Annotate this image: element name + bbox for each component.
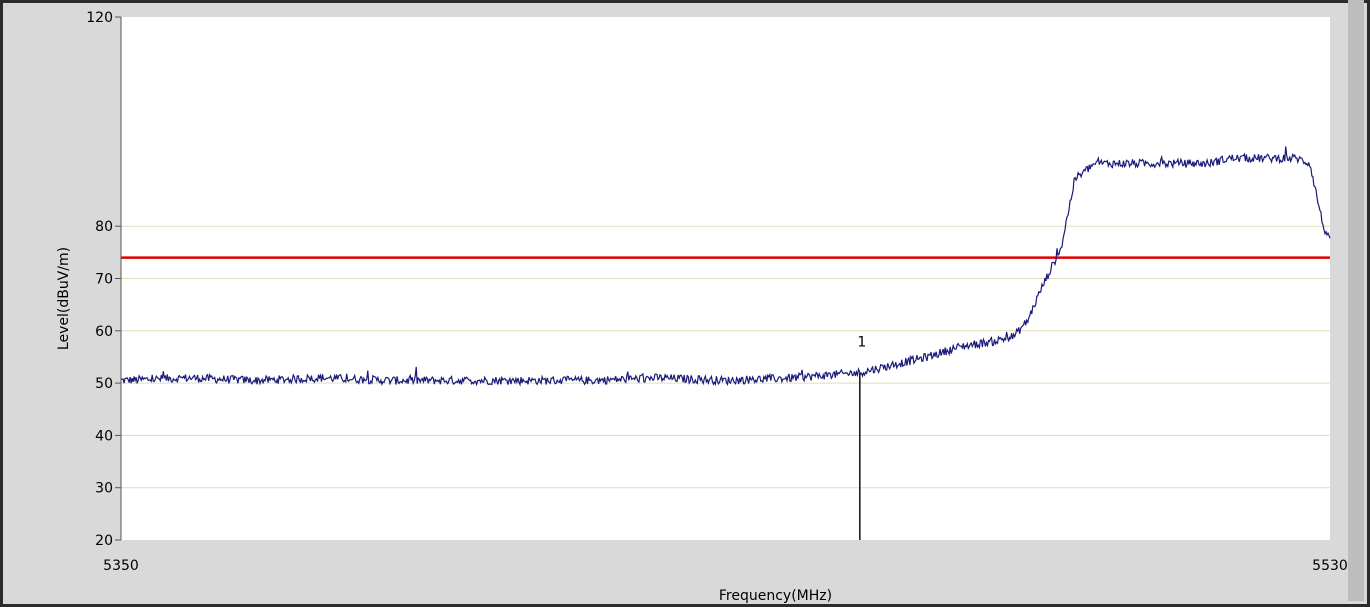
marker-label: 1: [857, 335, 866, 351]
y-tick-label-20: 20: [95, 533, 113, 549]
y-tick-label-70: 70: [95, 272, 113, 288]
x-axis-label: Frequency(MHz): [719, 588, 832, 604]
x-tick-labels: 5350 5530: [103, 558, 1348, 574]
x-tick-label-5530: 5530: [1312, 558, 1348, 574]
y-tick-labels: 20 30 40 50 60 70 80 120: [86, 10, 121, 549]
x-tick-label-5350: 5350: [103, 558, 139, 574]
y-tick-label-120: 120: [86, 10, 113, 26]
series-line-trace: [120, 146, 1331, 387]
y-tick-label-40: 40: [95, 428, 113, 444]
y-tick-label-30: 30: [95, 481, 113, 497]
right-edge-strip: [1348, 0, 1364, 601]
y-axis-label: Level(dBuV/m): [56, 247, 72, 350]
y-tick-label-80: 80: [95, 219, 113, 235]
y-tick-label-60: 60: [95, 324, 113, 340]
grid-lines: [121, 225, 1330, 489]
y-tick-label-50: 50: [95, 376, 113, 392]
